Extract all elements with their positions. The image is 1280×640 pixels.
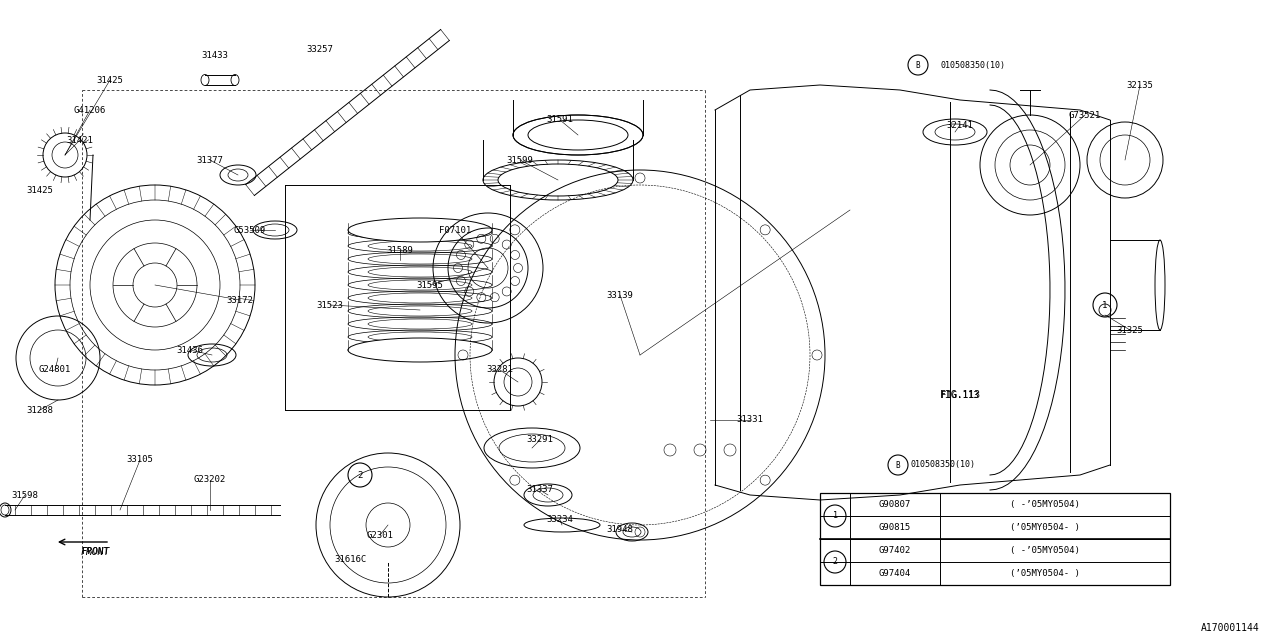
Text: 32135: 32135 — [1126, 81, 1153, 90]
Text: 31325: 31325 — [1116, 326, 1143, 335]
Text: (’05MY0504- ): (’05MY0504- ) — [1010, 523, 1080, 532]
Text: 33139: 33139 — [607, 291, 634, 300]
Text: A170001144: A170001144 — [1201, 623, 1260, 633]
Text: 2: 2 — [832, 557, 837, 566]
Text: G97402: G97402 — [879, 546, 911, 555]
Text: ( -’05MY0504): ( -’05MY0504) — [1010, 500, 1080, 509]
Text: 31616C: 31616C — [334, 556, 366, 564]
Text: 010508350(10): 010508350(10) — [910, 461, 975, 470]
Text: B: B — [896, 461, 900, 470]
Text: 33234: 33234 — [547, 515, 573, 525]
Text: G2301: G2301 — [366, 531, 393, 540]
Text: 31433: 31433 — [201, 51, 228, 60]
Text: F07101: F07101 — [439, 225, 471, 234]
Text: G90807: G90807 — [879, 500, 911, 509]
Text: 31377: 31377 — [197, 156, 224, 164]
Text: 33105: 33105 — [127, 456, 154, 465]
Text: 31436: 31436 — [177, 346, 204, 355]
Text: 31288: 31288 — [27, 406, 54, 415]
Text: 32141: 32141 — [947, 120, 973, 129]
Text: 31425: 31425 — [96, 76, 123, 84]
Text: 31591: 31591 — [547, 115, 573, 125]
Text: G53509: G53509 — [234, 225, 266, 234]
Text: 31421: 31421 — [67, 136, 93, 145]
Ellipse shape — [348, 338, 492, 362]
Text: B: B — [915, 61, 920, 70]
Text: 33172: 33172 — [227, 296, 253, 305]
Text: FIG.113: FIG.113 — [941, 390, 979, 399]
Text: 1: 1 — [832, 511, 837, 520]
Text: 31337: 31337 — [526, 486, 553, 495]
Text: 31599: 31599 — [507, 156, 534, 164]
Text: 31948: 31948 — [607, 525, 634, 534]
Text: G23202: G23202 — [193, 476, 227, 484]
Text: G24801: G24801 — [38, 365, 72, 374]
Text: 31589: 31589 — [387, 246, 413, 255]
Bar — [820, 493, 1170, 585]
Text: 2: 2 — [357, 470, 362, 479]
Text: ( -’05MY0504): ( -’05MY0504) — [1010, 546, 1080, 555]
Text: G97404: G97404 — [879, 569, 911, 578]
Text: 31595: 31595 — [416, 280, 443, 289]
Text: 31425: 31425 — [27, 186, 54, 195]
Text: 33257: 33257 — [307, 45, 333, 54]
Text: FIG.113: FIG.113 — [940, 390, 980, 400]
Text: FRONT: FRONT — [82, 547, 109, 557]
Text: (’05MY0504- ): (’05MY0504- ) — [1010, 569, 1080, 578]
Text: G90815: G90815 — [879, 523, 911, 532]
Text: 33291: 33291 — [526, 435, 553, 445]
Text: 010508350(10): 010508350(10) — [940, 61, 1005, 70]
Text: FRONT: FRONT — [81, 547, 110, 557]
Text: 31598: 31598 — [12, 490, 38, 499]
Ellipse shape — [348, 218, 492, 242]
Ellipse shape — [0, 503, 12, 517]
Text: 31331: 31331 — [736, 415, 763, 424]
Text: G73521: G73521 — [1069, 111, 1101, 120]
Text: G41206: G41206 — [74, 106, 106, 115]
Text: 31523: 31523 — [316, 301, 343, 310]
Text: 1: 1 — [1102, 301, 1107, 310]
Text: 33281: 33281 — [486, 365, 513, 374]
